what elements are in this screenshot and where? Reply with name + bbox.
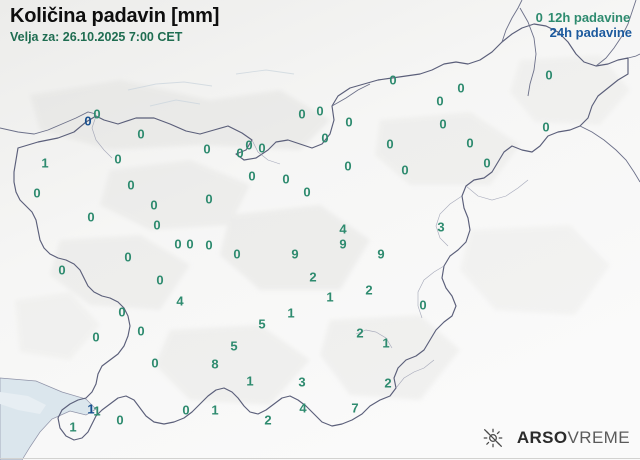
precipitation-value: 0 bbox=[58, 262, 66, 278]
precipitation-value: 5 bbox=[230, 338, 238, 354]
precipitation-value: 0 bbox=[84, 113, 92, 129]
neighbour-borders bbox=[0, 0, 640, 183]
precipitation-value: 1 bbox=[287, 305, 295, 321]
precipitation-value: 0 bbox=[182, 402, 190, 418]
precipitation-value: 0 bbox=[282, 171, 290, 187]
precipitation-value: 0 bbox=[116, 412, 124, 428]
valid-for-timestamp: Velja za: 26.10.2025 7:00 CET bbox=[10, 30, 183, 44]
sea-inlet bbox=[0, 392, 46, 414]
precipitation-value: 1 bbox=[93, 403, 101, 419]
precipitation-value: 7 bbox=[351, 400, 359, 416]
precipitation-value: 2 bbox=[309, 269, 317, 285]
precipitation-value: 0 bbox=[118, 304, 126, 320]
precipitation-value: 0 bbox=[345, 114, 353, 130]
precipitation-value: 0 bbox=[124, 249, 132, 265]
precipitation-value: 8 bbox=[211, 356, 219, 372]
precipitation-value: 9 bbox=[339, 236, 347, 252]
precipitation-value: 0 bbox=[92, 329, 100, 345]
precipitation-value: 0 bbox=[457, 80, 465, 96]
precipitation-value: 0 bbox=[245, 137, 253, 153]
precipitation-value: 2 bbox=[264, 412, 272, 428]
brand-arso: ARSO bbox=[516, 428, 568, 447]
precipitation-value: 0 bbox=[545, 67, 553, 83]
precipitation-value: 1 bbox=[69, 419, 77, 435]
precipitation-value: 0 bbox=[150, 197, 158, 213]
precipitation-value: 0 bbox=[321, 130, 329, 146]
precipitation-value: 0 bbox=[436, 93, 444, 109]
legend-row-12h: 0 12h padavine bbox=[536, 10, 632, 25]
precipitation-value: 0 bbox=[205, 191, 213, 207]
precipitation-value: 0 bbox=[174, 236, 182, 252]
precipitation-value: 5 bbox=[258, 316, 266, 332]
precipitation-value: 0 bbox=[439, 116, 447, 132]
precipitation-value: 0 bbox=[236, 145, 244, 161]
precipitation-value: 2 bbox=[384, 375, 392, 391]
precipitation-value: 0 bbox=[33, 185, 41, 201]
terrain-shading bbox=[15, 55, 630, 405]
precipitation-value: 9 bbox=[291, 246, 299, 262]
precipitation-value: 1 bbox=[41, 155, 49, 171]
precipitation-value: 0 bbox=[466, 135, 474, 151]
precipitation-value: 0 bbox=[186, 236, 194, 252]
legend-row-24h: 24h padavine bbox=[536, 25, 632, 40]
rivers bbox=[127, 69, 295, 107]
precipitation-value: 0 bbox=[483, 155, 491, 171]
precipitation-value: 4 bbox=[176, 293, 184, 309]
header: Količina padavin [mm] Velja za: 26.10.20… bbox=[10, 4, 219, 45]
precipitation-value: 0 bbox=[203, 141, 211, 157]
precipitation-value: 2 bbox=[356, 325, 364, 341]
precipitation-value: 0 bbox=[114, 151, 122, 167]
precipitation-value: 1 bbox=[382, 335, 390, 351]
internal-boundaries bbox=[91, 115, 529, 389]
legend-label-24h: 24h padavine bbox=[549, 25, 632, 40]
precipitation-value: 0 bbox=[344, 158, 352, 174]
precipitation-value: 0 bbox=[151, 355, 159, 371]
precipitation-value: 1 bbox=[87, 401, 95, 417]
precipitation-value: 0 bbox=[156, 272, 164, 288]
precipitation-value: 0 bbox=[87, 209, 95, 225]
precipitation-value: 9 bbox=[377, 246, 385, 262]
precipitation-value: 0 bbox=[127, 177, 135, 193]
precipitation-value: 4 bbox=[299, 400, 307, 416]
precipitation-value: 0 bbox=[248, 168, 256, 184]
precipitation-value: 0 bbox=[386, 136, 394, 152]
precipitation-value: 0 bbox=[137, 126, 145, 142]
precipitation-value: 0 bbox=[153, 217, 161, 233]
precipitation-value: 1 bbox=[326, 289, 334, 305]
legend-label-12h: 12h padavine bbox=[547, 10, 631, 25]
precipitation-value: 0 bbox=[233, 246, 241, 262]
legend-sample-value: 0 bbox=[535, 10, 543, 25]
precipitation-value: 0 bbox=[137, 323, 145, 339]
precipitation-value: 0 bbox=[389, 72, 397, 88]
precipitation-value: 1 bbox=[211, 402, 219, 418]
precipitation-value: 2 bbox=[365, 282, 373, 298]
arso-vreme-logo: ARSOVREME bbox=[483, 428, 630, 448]
legend: 0 12h padavine 24h padavine bbox=[536, 10, 632, 40]
precipitation-value: 4 bbox=[339, 221, 347, 237]
precipitation-value: 0 bbox=[316, 103, 324, 119]
slovenia-national-border bbox=[13, 23, 629, 441]
precipitation-value: 3 bbox=[437, 219, 445, 235]
precipitation-value: 0 bbox=[258, 140, 266, 156]
arso-wordmark: ARSOVREME bbox=[517, 428, 630, 448]
sun-icon bbox=[483, 428, 503, 448]
precipitation-value: 0 bbox=[298, 106, 306, 122]
precipitation-value: 0 bbox=[93, 106, 101, 122]
precipitation-value: 3 bbox=[298, 374, 306, 390]
page-title: Količina padavin [mm] bbox=[10, 5, 220, 27]
precipitation-value: 1 bbox=[246, 373, 254, 389]
brand-vreme: VREME bbox=[567, 428, 630, 447]
precipitation-value: 0 bbox=[205, 237, 213, 253]
precipitation-value: 0 bbox=[303, 184, 311, 200]
precipitation-value: 0 bbox=[401, 162, 409, 178]
precipitation-value: 0 bbox=[542, 119, 550, 135]
precipitation-value: 0 bbox=[419, 297, 427, 313]
